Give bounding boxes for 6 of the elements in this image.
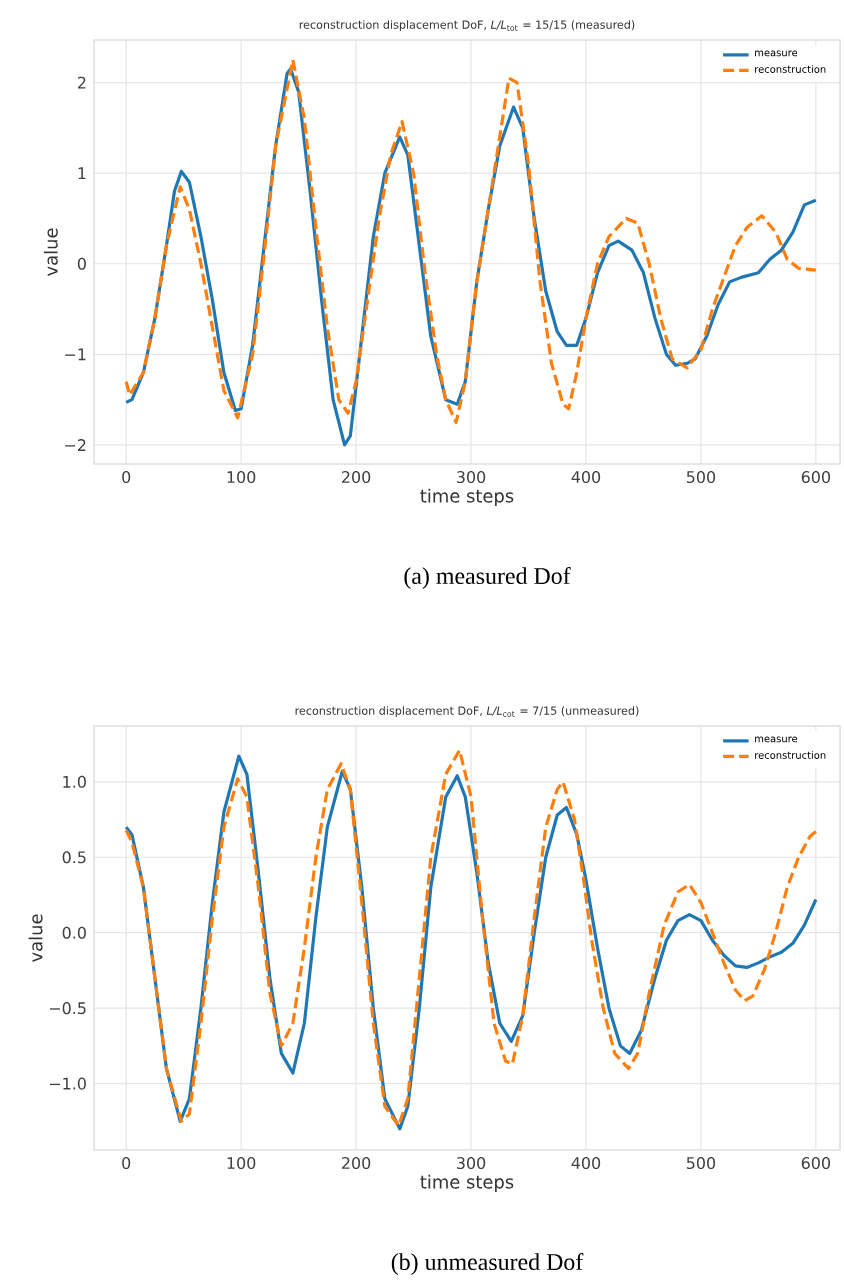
- x-axis-title: time steps: [420, 488, 514, 507]
- y-axis-title: value: [28, 914, 43, 962]
- x-axis-title: time steps: [420, 1174, 514, 1193]
- text: (b) unmeasured Dof: [391, 1253, 584, 1275]
- text: (a) measured Dof: [404, 567, 571, 589]
- y-axis-title: value: [43, 228, 58, 276]
